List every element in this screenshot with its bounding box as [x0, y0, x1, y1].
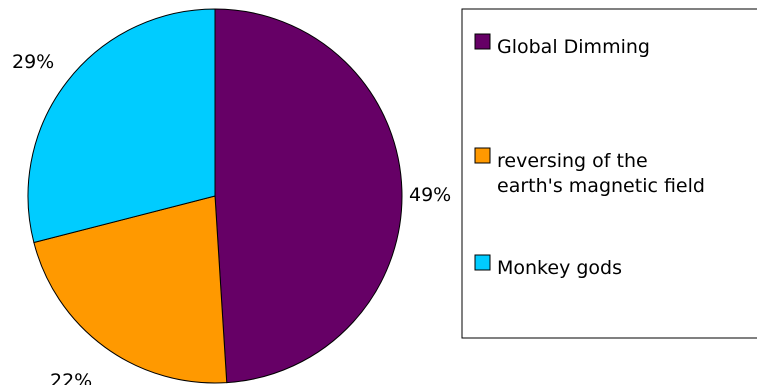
percent-label-1: 49% — [409, 184, 451, 206]
legend-items: Global Dimming reversing of the earth's ma… — [474, 33, 705, 279]
legend-label-2-line-2: earth's magnetic field — [497, 175, 705, 197]
legend-swatch-3 — [474, 254, 491, 271]
legend-swatch-2 — [474, 147, 491, 164]
percent-labels: 49% 22% 29% — [12, 51, 451, 385]
legend: Global Dimming reversing of the earth's ma… — [461, 8, 757, 339]
legend-swatch-1 — [474, 33, 491, 50]
legend-box — [461, 8, 757, 339]
legend-label-2-line-1: reversing of the — [497, 150, 648, 172]
legend-label-3: Monkey gods — [497, 257, 622, 279]
pie-slice-2 — [33, 195, 228, 384]
pie-slice-3 — [27, 8, 216, 244]
pie-slices — [27, 8, 403, 384]
percent-label-3: 29% — [12, 51, 54, 73]
pie-slice-1 — [214, 8, 403, 384]
percent-label-2: 22% — [50, 370, 92, 385]
legend-label-1: Global Dimming — [497, 36, 650, 58]
